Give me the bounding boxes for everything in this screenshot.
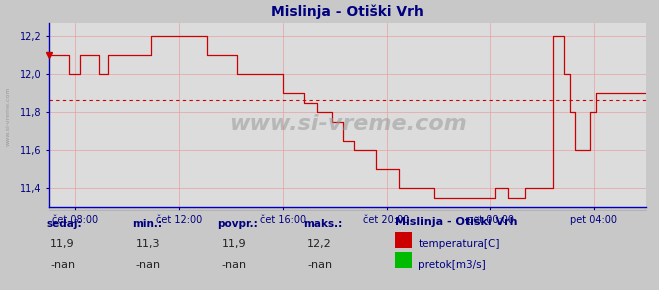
Text: pretok[m3/s]: pretok[m3/s]	[418, 260, 486, 269]
Text: -nan: -nan	[136, 260, 161, 269]
Text: temperatura[C]: temperatura[C]	[418, 239, 500, 249]
Text: -nan: -nan	[50, 260, 75, 269]
Text: -nan: -nan	[307, 260, 332, 269]
Text: min.:: min.:	[132, 219, 162, 229]
Text: sedaj:: sedaj:	[46, 219, 82, 229]
Title: Mislinja - Otiški Vrh: Mislinja - Otiški Vrh	[272, 5, 424, 19]
Text: Mislinja - Otiški Vrh: Mislinja - Otiški Vrh	[395, 216, 518, 226]
Text: 11,9: 11,9	[221, 239, 246, 249]
Text: 12,2: 12,2	[307, 239, 332, 249]
Text: povpr.:: povpr.:	[217, 219, 258, 229]
Text: www.si-vreme.com: www.si-vreme.com	[229, 115, 467, 135]
Text: 11,9: 11,9	[50, 239, 75, 249]
Text: 11,3: 11,3	[136, 239, 161, 249]
Text: -nan: -nan	[221, 260, 246, 269]
Text: maks.:: maks.:	[303, 219, 343, 229]
Text: www.si-vreme.com: www.si-vreme.com	[5, 86, 11, 146]
